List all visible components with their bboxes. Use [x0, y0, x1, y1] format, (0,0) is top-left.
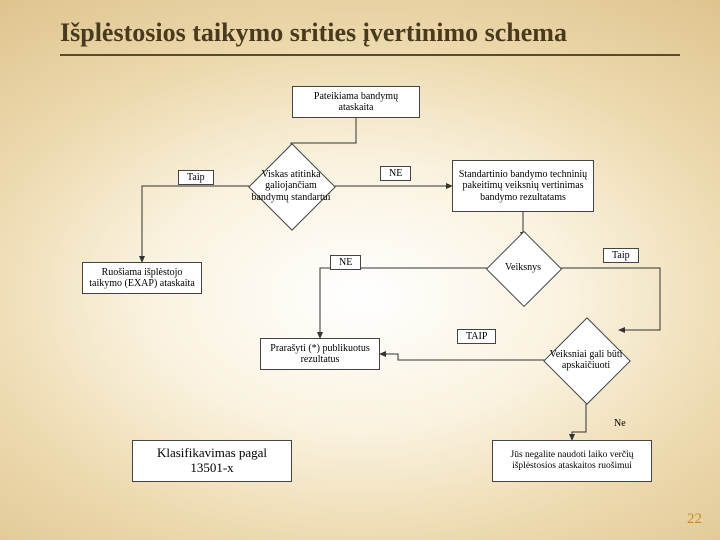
edge-label-ne-2: NE	[330, 255, 361, 270]
edge-label-taip-1: Taip	[178, 170, 214, 185]
edge-label-taip-2: Taip	[603, 248, 639, 263]
edge-label-taip-3: TAIP	[457, 329, 496, 344]
node-classification-label: Klasifikavimas pagal 13501-x	[137, 446, 287, 476]
node-report-label: Pateikiama bandymų ataskaita	[297, 91, 415, 114]
node-exap: Ruošiama išplėstojo taikymo (EXAP) atask…	[82, 262, 202, 294]
node-calc: Veiksniai gali būti apskaičiuoti	[542, 316, 630, 404]
node-exap-label: Ruošiama išplėstojo taikymo (EXAP) atask…	[87, 267, 197, 290]
edge-label-ne-1: NE	[380, 166, 411, 181]
node-factor-eval: Standartinio bandymo techninių pakeitimų…	[452, 160, 594, 212]
node-cannot-use: Jūs negalite naudoti laiko verčių išplės…	[492, 440, 652, 482]
node-factor: Veiksnys	[485, 230, 561, 306]
node-classification: Klasifikavimas pagal 13501-x	[132, 440, 292, 482]
slide: Išplėstosios taikymo srities įvertinimo …	[0, 0, 720, 540]
node-standard-check: Viskas atitinka galiojančiam bandymų sta…	[247, 142, 335, 230]
slide-title: Išplėstosios taikymo srities įvertinimo …	[60, 18, 680, 56]
node-cannot-use-label: Jūs negalite naudoti laiko verčių išplės…	[497, 450, 647, 472]
page-number: 22	[687, 511, 702, 528]
node-report: Pateikiama bandymų ataskaita	[292, 86, 420, 118]
edge-label-ne-3: Ne	[614, 418, 626, 429]
node-publish: Prarašyti (*) publikuotus rezultatus	[260, 338, 380, 370]
node-factor-eval-label: Standartinio bandymo techninių pakeitimų…	[457, 169, 589, 204]
node-publish-label: Prarašyti (*) publikuotus rezultatus	[265, 343, 375, 366]
